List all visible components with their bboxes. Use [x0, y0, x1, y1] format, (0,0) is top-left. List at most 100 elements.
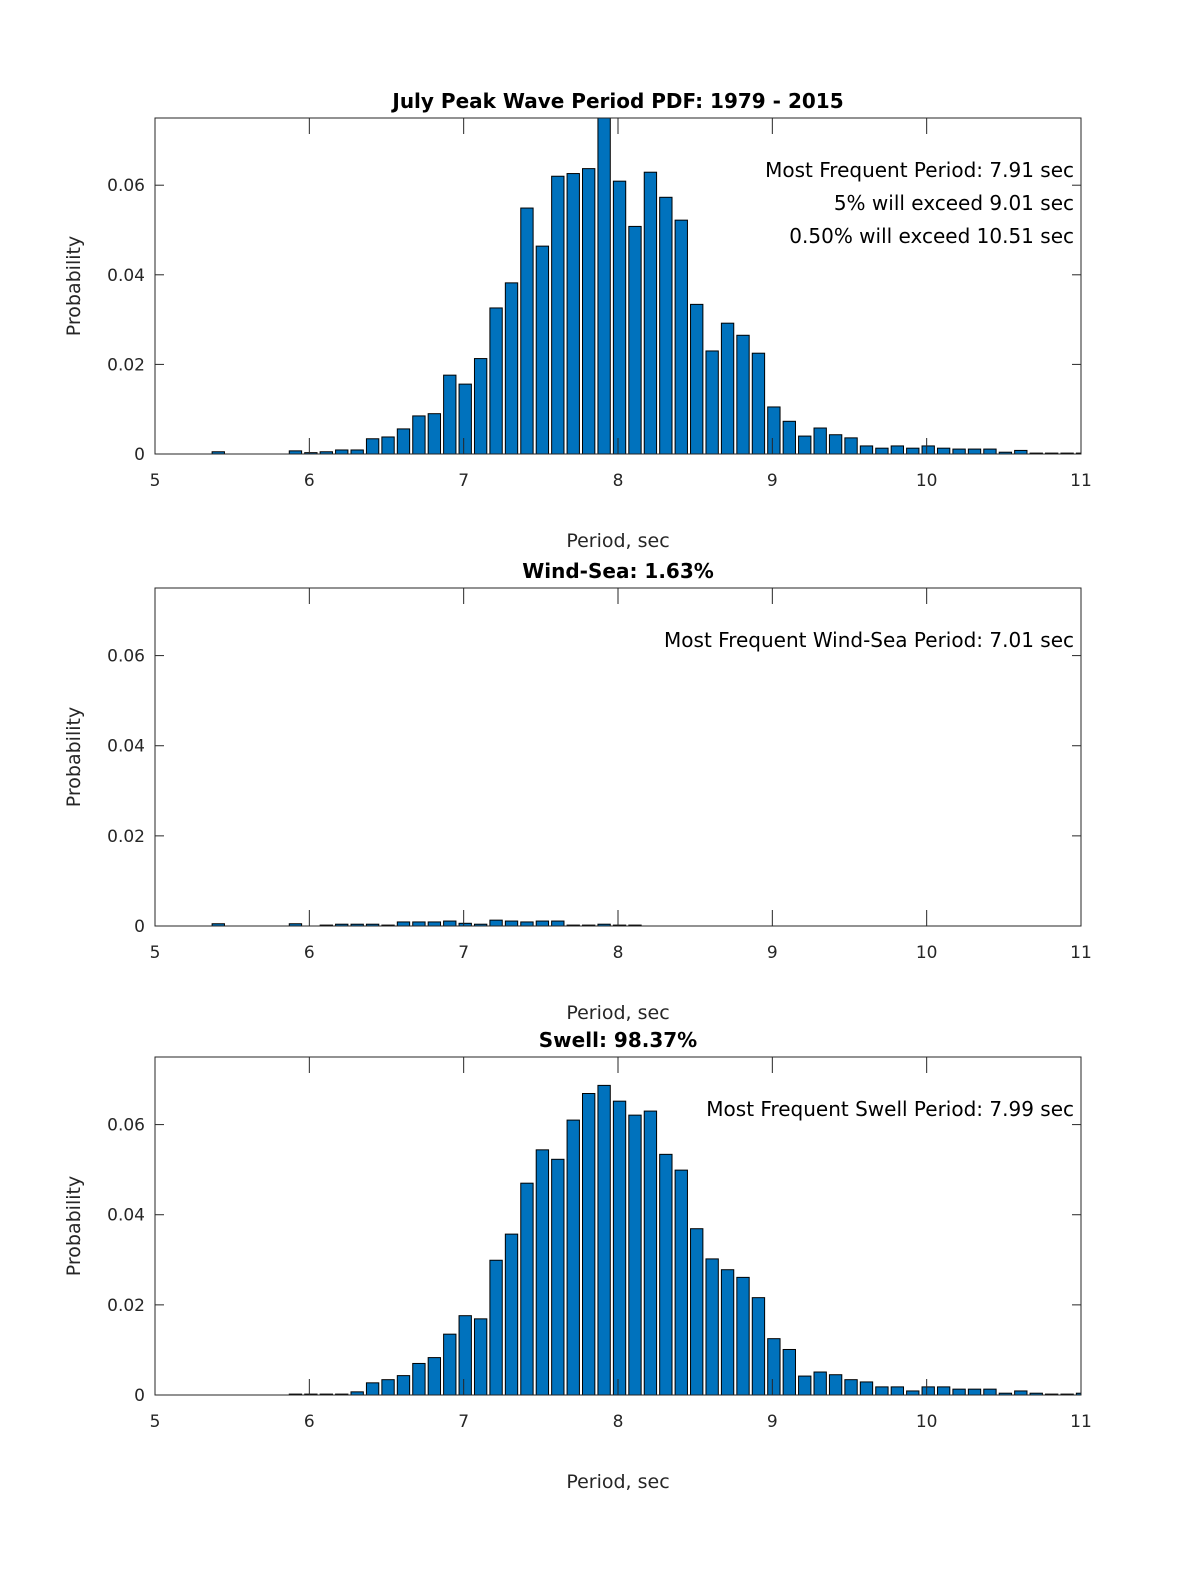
- bar: [582, 168, 596, 454]
- annotation: Most Frequent Period: 7.91 sec: [765, 158, 1074, 182]
- bar: [674, 219, 688, 454]
- x-tick-label: 9: [767, 943, 778, 963]
- bar: [659, 196, 673, 454]
- bar: [381, 1379, 395, 1395]
- bar: [458, 1315, 472, 1395]
- bar: [427, 413, 442, 454]
- bar: [1075, 1392, 1081, 1395]
- bar: [458, 922, 472, 926]
- bar: [304, 452, 318, 454]
- bar: [998, 1392, 1013, 1395]
- bar: [844, 1379, 858, 1395]
- bar: [535, 245, 550, 454]
- x-tick-label: 7: [458, 1412, 469, 1432]
- x-tick-label: 8: [613, 943, 624, 963]
- bar: [412, 415, 426, 454]
- bar: [443, 920, 457, 926]
- bar: [381, 436, 395, 454]
- bar: [1014, 449, 1028, 454]
- bar: [782, 1348, 796, 1395]
- bar: [936, 1386, 951, 1395]
- bar: [983, 1388, 997, 1395]
- bar: [535, 1149, 550, 1395]
- x-tick-label: 7: [458, 943, 469, 963]
- bar: [875, 1386, 889, 1395]
- x-tick-label: 8: [613, 471, 624, 491]
- bar: [952, 1388, 966, 1395]
- bar: [335, 449, 349, 454]
- bar: [628, 225, 642, 454]
- bar: [628, 1114, 642, 1395]
- y-tick-label: 0.02: [107, 355, 145, 375]
- bar: [211, 451, 225, 454]
- bar: [350, 449, 364, 454]
- bar: [427, 921, 442, 926]
- subplot-2: 5 6 7 8 9 10 11 0 0.02 0.04 0.06 Wind-Sea: 1.63% Per…: [63, 559, 1092, 1024]
- bar: [674, 1169, 688, 1395]
- bar: [720, 322, 735, 454]
- x-axis-label: Period, sec: [566, 1002, 669, 1024]
- bar: [319, 451, 333, 454]
- bar: [597, 118, 611, 454]
- bar: [566, 173, 580, 454]
- bar: [767, 406, 781, 454]
- bar: [520, 921, 534, 926]
- y-tick-label: 0: [134, 917, 145, 937]
- bar: [1029, 1392, 1043, 1395]
- bar: [967, 1388, 982, 1395]
- x-tick-label: 10: [916, 1412, 938, 1432]
- chart-title: Wind-Sea: 1.63%: [522, 559, 714, 583]
- bar: [643, 171, 658, 454]
- bar: [412, 921, 426, 926]
- bar: [396, 921, 411, 926]
- bar: [396, 1375, 411, 1395]
- chart-title: July Peak Wave Period PDF: 1979 - 2015: [390, 89, 843, 113]
- annotation: 0.50% will exceed 10.51 sec: [789, 224, 1074, 248]
- bar: [906, 447, 920, 454]
- x-tick-label: 5: [150, 1412, 161, 1432]
- y-axis-label: Probability: [63, 236, 85, 336]
- annotation: 5% will exceed 9.01 sec: [834, 191, 1074, 215]
- bar: [751, 352, 766, 454]
- bar: [473, 358, 488, 454]
- axes-frame: [154, 1056, 1082, 1396]
- bar: [350, 1391, 364, 1395]
- bar: [396, 428, 411, 454]
- bar: [427, 1357, 442, 1395]
- bar: [458, 383, 472, 454]
- y-tick-label: 0.04: [107, 266, 145, 286]
- x-tick-label: 7: [458, 471, 469, 491]
- bar: [936, 447, 951, 454]
- bar: [736, 334, 750, 454]
- bar: [859, 1381, 874, 1395]
- bar: [782, 420, 796, 454]
- bar: [612, 180, 627, 454]
- subplot-1: 5 6 7 8 9 10 11 0 0.02 0.04 0.06 July Peak Wave Per…: [63, 89, 1092, 552]
- bar: [659, 1153, 673, 1395]
- bar: [504, 1233, 519, 1395]
- x-tick-label: 5: [150, 943, 161, 963]
- bar: [365, 438, 380, 454]
- y-axis-label: Probability: [63, 707, 85, 807]
- y-tick-label: 0: [134, 445, 145, 465]
- bar: [767, 1338, 781, 1395]
- bar: [720, 1269, 735, 1395]
- bar: [520, 1182, 534, 1395]
- axes-box: [154, 587, 1082, 927]
- bar: [535, 920, 550, 926]
- y-tick-label: 0.04: [107, 737, 145, 757]
- y-tick-label: 0: [134, 1386, 145, 1406]
- bar: [612, 1100, 627, 1395]
- bar: [365, 1382, 380, 1395]
- bar: [828, 434, 843, 454]
- x-tick-label: 6: [304, 943, 315, 963]
- x-axis-label: Period, sec: [566, 1471, 669, 1493]
- axes-frame: [154, 117, 1082, 455]
- x-tick-label: 5: [150, 471, 161, 491]
- y-tick-label: 0.04: [107, 1206, 145, 1226]
- bar: [813, 1371, 827, 1395]
- bar: [967, 448, 982, 454]
- bar: [489, 1259, 503, 1395]
- y-tick-label: 0.06: [107, 647, 145, 667]
- bar: [551, 1158, 565, 1395]
